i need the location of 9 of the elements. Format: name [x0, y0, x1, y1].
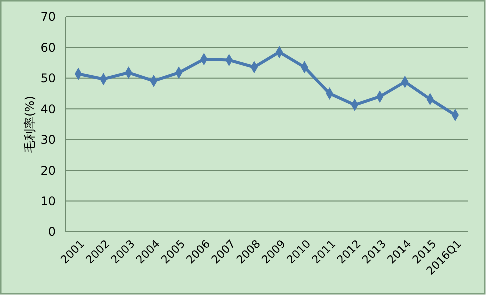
y-tick-label: 10 [40, 194, 56, 208]
y-tick-label: 70 [40, 10, 56, 24]
y-tick-label: 20 [40, 164, 56, 178]
y-tick-label: 60 [40, 40, 56, 55]
y-axis-title: 毛利率(%) [23, 96, 37, 153]
y-tick-label: 30 [40, 133, 56, 148]
y-tick-label: 50 [40, 72, 56, 86]
y-tick-label: 40 [40, 102, 56, 116]
y-tick-label: 0 [48, 225, 56, 240]
